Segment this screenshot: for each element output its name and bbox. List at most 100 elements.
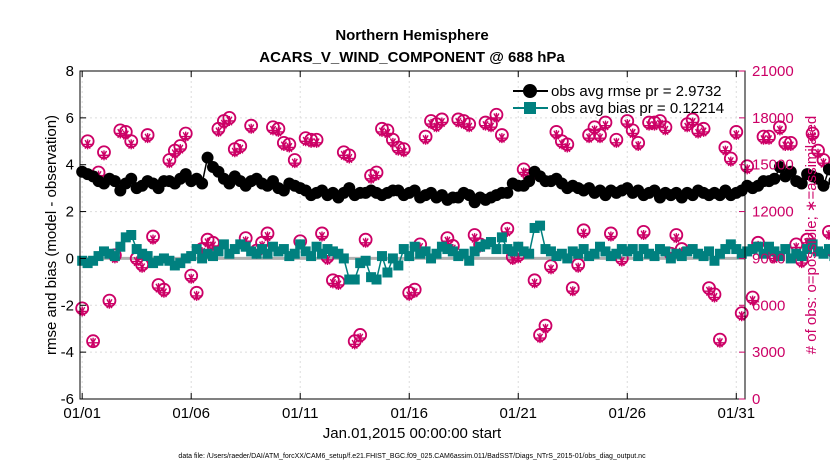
obs-assimilated-point [813, 148, 823, 159]
obs-assimilated-point [262, 231, 273, 242]
bias-point [404, 251, 415, 262]
obs-assimilated-point [164, 158, 175, 169]
bias-point [818, 248, 829, 259]
bias-point [682, 246, 693, 257]
bias-point [725, 239, 736, 250]
obs-assimilated-point [344, 153, 355, 164]
bias-point [475, 241, 486, 252]
obs-assimilated-point [186, 273, 197, 284]
obs-assimilated-point [273, 126, 284, 137]
obs-assimilated-point [338, 150, 349, 161]
obs-assimilated-point [469, 233, 480, 244]
y-left-tick-label: 0 [66, 250, 74, 267]
obs-assimilated-point [573, 262, 584, 273]
obs-assimilated-point [415, 242, 426, 253]
bias-point [660, 246, 671, 257]
bias-point [813, 246, 824, 257]
obs-assimilated-point [426, 119, 436, 130]
obs-assimilated-point [633, 140, 644, 151]
obs-assimilated-point [371, 170, 382, 181]
obs-assimilated-point [578, 228, 589, 239]
bias-point [611, 248, 622, 259]
y-right-tick-label: 12000 [752, 204, 794, 221]
obs-assimilated-point [758, 134, 769, 145]
obs-assimilated-point [235, 144, 246, 155]
bias-point [295, 239, 306, 250]
bias-point [235, 239, 246, 250]
bias-point [584, 251, 595, 262]
obs-assimilated-point [709, 292, 720, 303]
bias-point [780, 244, 791, 255]
obs-assimilated-point [567, 286, 578, 297]
obs-assimilated-point [82, 139, 93, 150]
bias-point [164, 255, 175, 266]
obs-assimilated-point [535, 333, 545, 344]
rmse-point [773, 161, 786, 174]
bias-point [720, 244, 731, 255]
x-tick-label: 01/26 [608, 405, 646, 422]
bias-point [197, 253, 208, 264]
x-tick-label: 01/16 [390, 405, 428, 422]
bias-point [742, 246, 753, 257]
obs-assimilated-point [584, 133, 595, 144]
bias-point [758, 248, 769, 259]
bias-point [709, 255, 720, 266]
y-left-tick-label: -6 [61, 391, 74, 408]
obs-assimilated-point [158, 287, 169, 298]
obs-assimilated-point [431, 122, 442, 133]
obs-assimilated-point [268, 125, 278, 136]
obs-assimilated-point [796, 258, 807, 269]
y-left-tick-label: 2 [66, 204, 74, 221]
y-right-tick-label: 0 [752, 391, 760, 408]
obs-assimilated-point [289, 158, 300, 169]
y-left-tick-label: -4 [61, 344, 74, 361]
bias-point [714, 248, 725, 259]
bias-series [77, 220, 830, 285]
bias-point [311, 241, 322, 252]
obs-assimilated-point [682, 122, 693, 133]
bias-point [431, 248, 442, 259]
obs-assimilated-point [611, 137, 622, 148]
obs-assimilated-point [366, 173, 377, 184]
bias-point [447, 246, 458, 257]
bias-point [120, 232, 131, 243]
legend-bias-marker [524, 102, 536, 114]
obs-assimilated-point [311, 137, 322, 148]
bias-point [698, 251, 709, 262]
obs-assimilated-point [142, 133, 153, 144]
bias-point [802, 244, 813, 255]
bias-point [126, 230, 137, 240]
x-tick-label: 01/06 [172, 405, 210, 422]
bias-point [513, 241, 524, 252]
bias-point [251, 248, 262, 259]
obs-assimilated-point [823, 230, 830, 240]
obs-assimilated-point [480, 120, 491, 131]
obs-assimilated-point [464, 122, 475, 133]
obs-assimilated-point [600, 120, 611, 131]
bias-point [671, 248, 682, 259]
obs-assimilated-point [507, 254, 518, 265]
obs-assimilated-point [731, 130, 742, 141]
obs-assimilated-point [638, 230, 649, 240]
obs-assimilated-point [704, 286, 714, 297]
bias-point [371, 274, 382, 285]
x-axis-label: Jan.01,2015 00:00:00 start [323, 425, 502, 442]
x-tick-label: 01/31 [718, 405, 756, 422]
bias-point [458, 248, 469, 259]
y-axis-right-label: # of obs: o=possible; ∗=assimilated [803, 116, 820, 355]
obs-assimilated-point [213, 126, 224, 137]
bias-point [208, 251, 218, 262]
bias-point [109, 251, 120, 262]
bias-point [218, 239, 229, 250]
bias-point [289, 248, 300, 259]
obs-assimilated-point [518, 167, 529, 178]
obs-assimilated-point [802, 237, 813, 248]
obs-assimilated-point [693, 128, 704, 139]
bias-point [573, 248, 584, 259]
obs-assimilated-point [317, 231, 327, 242]
obs-assimilated-point [605, 231, 616, 242]
obs-assimilated-point [377, 126, 387, 137]
obs-assimilated-point [88, 337, 99, 348]
bias-point [77, 255, 88, 266]
bias-point [306, 251, 317, 262]
